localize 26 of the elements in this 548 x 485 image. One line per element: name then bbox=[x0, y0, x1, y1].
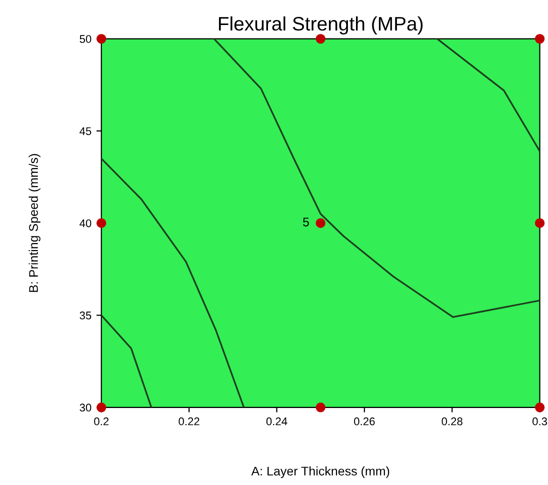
point bbox=[96, 34, 106, 44]
point bbox=[96, 218, 106, 228]
point bbox=[534, 218, 545, 228]
point bbox=[534, 402, 545, 412]
point bbox=[316, 218, 326, 228]
annotation: 5 bbox=[303, 218, 309, 226]
point bbox=[534, 34, 545, 44]
point bbox=[316, 402, 326, 412]
x-axis-title: A: Layer Thickness (mm) bbox=[251, 466, 390, 478]
x-tick-label: 0.28 bbox=[442, 417, 462, 426]
line-series bbox=[101, 158, 245, 408]
y-tick-label: 30 bbox=[80, 404, 92, 412]
x-tick-label: 0.22 bbox=[178, 417, 200, 426]
x-tick-label: 0.24 bbox=[266, 417, 288, 426]
x-tick-label: 0.2 bbox=[94, 417, 109, 426]
x-tick-label: 0.3 bbox=[532, 417, 548, 426]
point bbox=[316, 34, 326, 44]
y-tick-label: 40 bbox=[80, 219, 92, 228]
y-tick-label: 50 bbox=[80, 35, 92, 43]
chart-title: Flexural Strength (MPa) bbox=[218, 16, 423, 34]
y-tick-label: 45 bbox=[80, 127, 92, 136]
line-series bbox=[213, 38, 540, 318]
point bbox=[96, 402, 106, 412]
y-tick-label: 35 bbox=[80, 312, 92, 320]
y-axis-title: B: Printing Speed (mm/s) bbox=[28, 154, 40, 292]
x-tick-label: 0.26 bbox=[354, 417, 375, 426]
